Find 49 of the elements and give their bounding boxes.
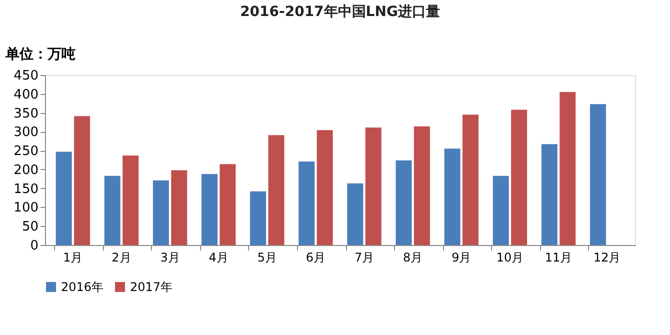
y-axis-title: 单位：万吨: [4, 46, 76, 62]
y-tick-label: 450: [14, 68, 38, 84]
bar: [122, 155, 139, 245]
legend-label: 2017年: [130, 280, 173, 294]
bar: [104, 176, 120, 245]
x-tick-label: 3月: [160, 250, 180, 264]
x-tick-label: 4月: [208, 250, 228, 264]
legend-label: 2016年: [61, 280, 104, 294]
bar: [201, 174, 218, 245]
x-tick-label: 2月: [112, 250, 132, 264]
bar: [511, 110, 528, 245]
x-tick-label: 6月: [306, 250, 326, 264]
x-tick-label: 12月: [593, 250, 621, 264]
chart-title: 2016-2017年中国LNG进口量: [240, 4, 440, 20]
x-tick-label: 8月: [403, 250, 423, 264]
bar: [56, 152, 72, 245]
x-tick-label: 11月: [544, 250, 572, 264]
bar: [316, 130, 333, 245]
y-tick-label: 250: [14, 144, 38, 160]
bar: [171, 170, 188, 245]
bar: [365, 128, 382, 245]
x-tick-label: 1月: [63, 250, 83, 264]
bar: [590, 104, 606, 245]
x-tick-label: 10月: [496, 250, 524, 264]
bar: [560, 92, 576, 245]
bar: [268, 135, 284, 245]
bar: [74, 116, 90, 245]
bar: [220, 164, 236, 245]
x-tick-label: 9月: [452, 250, 472, 264]
y-tick-label: 100: [14, 200, 38, 216]
bar: [492, 176, 509, 245]
bar: [152, 180, 169, 245]
bar: [462, 114, 479, 245]
y-tick-label: 50: [22, 220, 38, 235]
y-tick-label: 200: [14, 162, 38, 178]
bar: [541, 144, 558, 245]
y-tick-label: 150: [14, 182, 38, 197]
bar: [298, 162, 315, 245]
x-tick-label: 7月: [354, 250, 374, 264]
bar: [347, 183, 364, 245]
y-tick-label: 400: [14, 87, 38, 102]
bar: [396, 160, 412, 245]
y-tick-label: 350: [14, 106, 38, 122]
y-tick-label: 0: [30, 238, 38, 254]
bar: [444, 148, 460, 245]
y-tick-label: 300: [14, 125, 38, 140]
x-tick-label: 5月: [257, 250, 277, 264]
bar: [414, 126, 430, 245]
bar: [250, 191, 266, 245]
